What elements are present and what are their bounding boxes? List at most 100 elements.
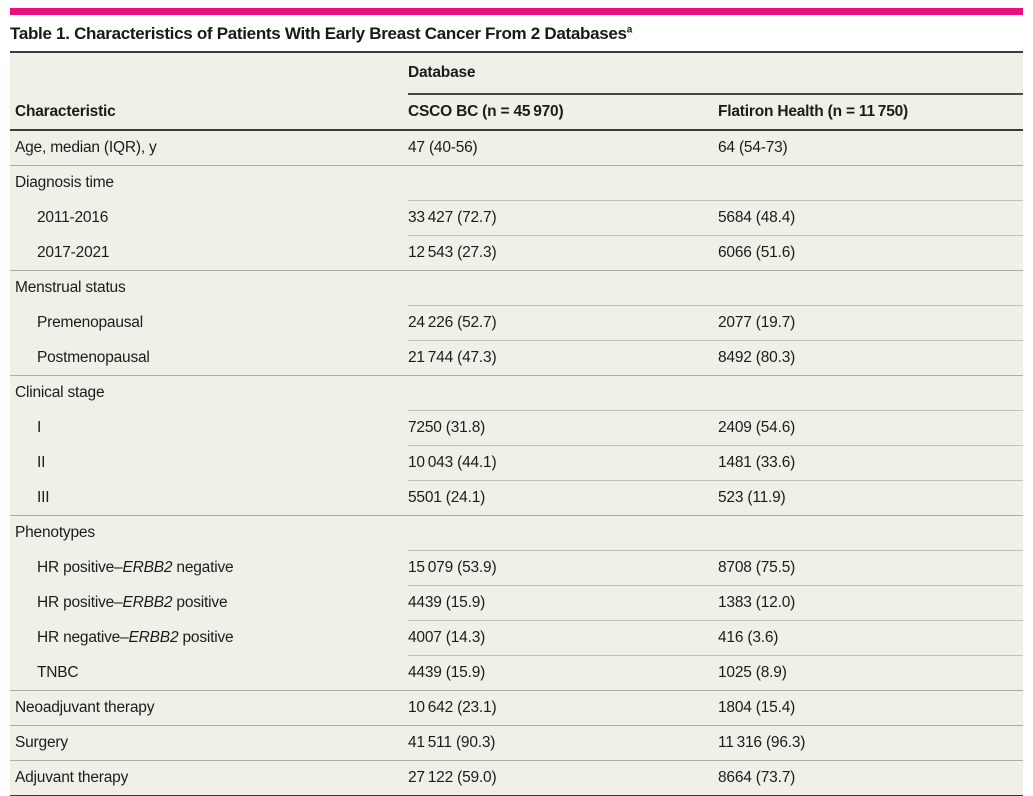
cell-flatiron: 8664 (73.7)	[718, 760, 1024, 796]
row-label: HR positive–ERBB2 negative	[10, 551, 408, 586]
cell-flatiron: 64 (54-73)	[718, 139, 788, 156]
footnote-marker: a	[626, 24, 633, 36]
cell-csco	[408, 375, 718, 411]
cell-csco	[408, 165, 718, 201]
table-header: Database Characteristic CSCO BC (n = 45 …	[10, 52, 1024, 131]
table-title: Table 1. Characteristics of Patients Wit…	[10, 24, 1023, 44]
row-label: I	[10, 411, 408, 446]
col-header-csco: CSCO BC (n = 45 970)	[408, 94, 718, 131]
table-row: 2017-2021 12 543 (27.3) 6066 (51.6)	[10, 235, 1024, 271]
cell-csco	[408, 270, 718, 306]
row-label-text: HR positive–	[37, 559, 123, 576]
table-row: HR positive–ERBB2 negative 15 079 (53.9) 8…	[10, 550, 1024, 586]
cell-flatiron: 1025 (8.9)	[718, 655, 1024, 691]
characteristics-table: Database Characteristic CSCO BC (n = 45 …	[10, 51, 1024, 796]
section-row: Clinical stage	[10, 375, 1024, 411]
row-label-text: HR positive–	[37, 594, 123, 611]
col-header-characteristic: Characteristic	[10, 94, 408, 131]
cell-csco: 21 744 (47.3)	[408, 340, 718, 376]
cell-flatiron: 523 (11.9)	[718, 480, 1024, 516]
row-label-text: positive	[172, 594, 228, 611]
column-header-row: Characteristic CSCO BC (n = 45 970) Flat…	[10, 94, 1024, 131]
cell-flatiron: 2409 (54.6)	[718, 410, 1024, 446]
cell-csco: 4007 (14.3)	[408, 620, 718, 656]
cell-csco: 33 427 (72.7)	[408, 200, 718, 236]
row-label-gene: ERBB2	[122, 594, 173, 611]
accent-bar	[10, 8, 1023, 15]
table-row: HR negative–ERBB2 positive 4007 (14.3) 416…	[10, 620, 1024, 656]
row-label: 2011-2016	[10, 201, 408, 236]
cell-flatiron	[718, 270, 1024, 306]
table-title-text: Table 1. Characteristics of Patients Wit…	[10, 24, 627, 43]
cell-csco: 4439 (15.9)	[408, 655, 718, 691]
cell-flatiron: 1481 (33.6)	[718, 445, 1024, 481]
row-label: Premenopausal	[10, 306, 408, 341]
page: Table 1. Characteristics of Patients Wit…	[0, 8, 1033, 796]
cell-flatiron: 8708 (75.5)	[718, 550, 1024, 586]
row-label: 2017-2021	[10, 236, 408, 271]
table-row: TNBC 4439 (15.9) 1025 (8.9)	[10, 655, 1024, 691]
row-label: III	[10, 481, 408, 516]
spanner-cell: Database	[408, 52, 1024, 95]
cell-csco: 47 (40-56)	[408, 139, 478, 156]
col-header-flatiron: Flatiron Health (n = 11 750)	[718, 94, 1024, 131]
table-body: Age, median (IQR), y 47 (40-56) 64 (54-73)…	[10, 130, 1024, 796]
row-label: TNBC	[10, 656, 408, 691]
row-label: Clinical stage	[10, 375, 408, 411]
table-row: II 10 043 (44.1) 1481 (33.6)	[10, 445, 1024, 481]
table-row: Premenopausal 24 226 (52.7) 2077 (19.7)	[10, 305, 1024, 341]
cell-flatiron: 6066 (51.6)	[718, 235, 1024, 271]
section-row: Phenotypes	[10, 515, 1024, 551]
table-row: I 7250 (31.8) 2409 (54.6)	[10, 410, 1024, 446]
cell-flatiron: 1804 (15.4)	[718, 690, 1024, 726]
cell-flatiron: 5684 (48.4)	[718, 200, 1024, 236]
cell-csco: 12 543 (27.3)	[408, 235, 718, 271]
cell-flatiron: 11 316 (96.3)	[718, 725, 1024, 761]
row-label: HR negative–ERBB2 positive	[10, 621, 408, 656]
cell-flatiron: 2077 (19.7)	[718, 305, 1024, 341]
cell-csco: 7250 (31.8)	[408, 410, 718, 446]
table-row: Adjuvant therapy 27 122 (59.0) 8664 (73.7)	[10, 760, 1024, 796]
row-label: Age, median (IQR), y	[15, 139, 157, 156]
row-label-gene: ERBB2	[128, 629, 179, 646]
spanner-row: Database	[10, 52, 1024, 95]
cell-csco: 4439 (15.9)	[408, 585, 718, 621]
table-row: Surgery 41 511 (90.3) 11 316 (96.3)	[10, 725, 1024, 761]
cell-csco: 15 079 (53.9)	[408, 550, 718, 586]
cell-flatiron	[718, 165, 1024, 201]
cell-csco: 5501 (24.1)	[408, 480, 718, 516]
cell-csco: 24 226 (52.7)	[408, 305, 718, 341]
cell-flatiron: 8492 (80.3)	[718, 340, 1024, 376]
table-row: Neoadjuvant therapy 10 642 (23.1) 1804 (15…	[10, 690, 1024, 726]
cell-flatiron: 1383 (12.0)	[718, 585, 1024, 621]
section-row: Menstrual status	[10, 270, 1024, 306]
row-label-text: negative	[172, 559, 234, 576]
row-label: Neoadjuvant therapy	[10, 690, 408, 726]
cell-flatiron: 416 (3.6)	[718, 620, 1024, 656]
cell-csco: 10 642 (23.1)	[408, 690, 718, 726]
table-row: III 5501 (24.1) 523 (11.9)	[10, 480, 1024, 516]
section-row: Diagnosis time	[10, 165, 1024, 201]
row-label: II	[10, 446, 408, 481]
spanner-empty-cell	[10, 52, 408, 94]
row-label-gene: ERBB2	[122, 559, 173, 576]
row-label-text: positive	[178, 629, 234, 646]
cell-flatiron	[718, 375, 1024, 411]
row-label: Menstrual status	[10, 270, 408, 306]
cell-csco: 27 122 (59.0)	[408, 760, 718, 796]
table-row: HR positive–ERBB2 positive 4439 (15.9) 138…	[10, 585, 1024, 621]
row-label: Surgery	[10, 725, 408, 761]
row-label: Diagnosis time	[10, 165, 408, 201]
row-label: Postmenopausal	[10, 341, 408, 376]
cell-csco: 41 511 (90.3)	[408, 725, 718, 761]
row-label: Phenotypes	[10, 515, 408, 551]
cell-csco: 10 043 (44.1)	[408, 445, 718, 481]
row-label: Adjuvant therapy	[10, 760, 408, 796]
row-label-text: HR negative–	[37, 629, 129, 646]
cell-flatiron	[718, 515, 1024, 551]
table-row: Age, median (IQR), y 47 (40-56) 64 (54-73)	[10, 130, 1023, 166]
row-label: HR positive–ERBB2 positive	[10, 586, 408, 621]
table-row: 2011-2016 33 427 (72.7) 5684 (48.4)	[10, 200, 1024, 236]
cell-csco	[408, 515, 718, 551]
table-row: Postmenopausal 21 744 (47.3) 8492 (80.3)	[10, 340, 1024, 376]
